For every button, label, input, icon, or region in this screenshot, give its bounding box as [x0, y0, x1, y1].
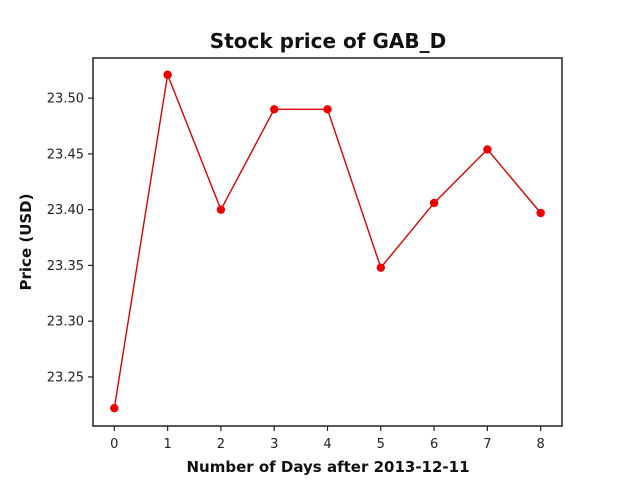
x-tick-label: 1	[163, 437, 171, 452]
data-point	[216, 205, 226, 214]
data-point	[110, 403, 119, 413]
x-axis: 0 1 2 3 4 5 6 7 8	[110, 426, 545, 452]
data-point	[536, 208, 545, 218]
x-tick-label: 4	[323, 437, 331, 452]
y-axis: 23.25 23.30 23.35 23.40 23.45 23.50	[47, 92, 93, 385]
y-tick-label: 23.35	[47, 259, 84, 274]
data-point	[483, 145, 492, 154]
y-tick-label: 23.25	[47, 370, 84, 385]
y-tick-label: 23.45	[47, 147, 84, 162]
x-tick-label: 8	[537, 437, 545, 452]
y-tick-label: 23.30	[47, 315, 84, 330]
series-line	[113, 72, 542, 409]
x-tick-label: 7	[483, 437, 491, 452]
y-tick-label: 23.50	[47, 92, 84, 107]
x-axis-label: Number of Days after 2013-12-11	[186, 458, 469, 476]
x-tick-label: 3	[270, 437, 278, 452]
y-tick-label: 23.40	[47, 203, 84, 218]
x-tick-label: 2	[217, 437, 225, 452]
data-point	[163, 70, 172, 79]
x-tick-label: 6	[430, 437, 438, 452]
x-tick-label: 0	[110, 437, 118, 452]
series-points	[110, 70, 545, 413]
data-point	[429, 198, 439, 208]
y-axis-label: Price (USD)	[17, 194, 35, 291]
data-point	[323, 105, 332, 114]
data-point	[376, 263, 385, 272]
chart-title: Stock price of GAB_D	[210, 29, 446, 53]
x-tick-label: 5	[377, 437, 385, 452]
data-point	[270, 105, 279, 114]
